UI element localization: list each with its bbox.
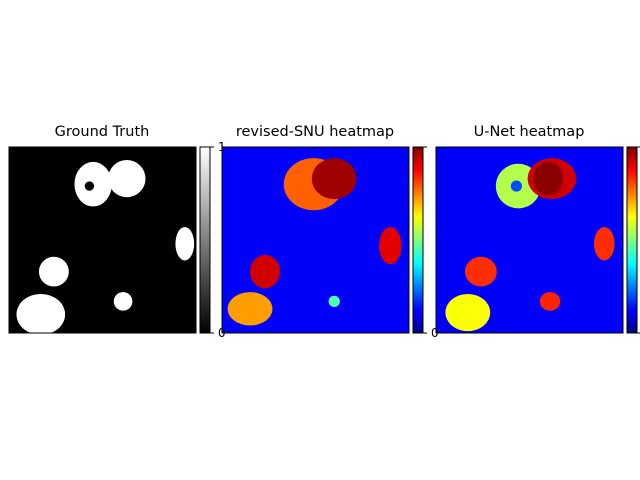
heatmap-region-hole-top-center: [84, 181, 95, 191]
heatmap-region-right-blob: [379, 226, 402, 265]
heatmap-region-left-blob: [250, 254, 280, 289]
heatmap-region-lesion-small: [113, 292, 133, 311]
heatmap-region-bottom-left-blob: [445, 293, 491, 332]
colorbar-tick-label-min: 0: [431, 326, 439, 340]
heatmap-region-lesion-right: [175, 226, 195, 261]
heatmap-region-right-blob: [594, 226, 615, 261]
panel-title-revised-snu: revised-SNU heatmap: [235, 124, 395, 140]
panel-frame-ground-truth: [8, 146, 197, 334]
heatmap-panel-revised-snu: [222, 147, 409, 333]
colorbar-ground-truth: [199, 146, 211, 334]
heatmap-panel-ground-truth: [9, 147, 196, 333]
panel-frame-revised-snu: [221, 146, 410, 334]
heatmap-region-small-blob: [539, 292, 561, 311]
panel-frame-unet: [435, 146, 624, 334]
colorbar-tick-label-max: 1: [218, 140, 226, 154]
heatmap-region-small-blob: [328, 295, 340, 307]
heatmap-region-top-center-hole: [510, 180, 523, 192]
colorbar-tick-label-min: 0: [218, 326, 226, 340]
panel-title-unet: U-Net heatmap: [473, 124, 585, 140]
heatmap-region-lesion-bottom-left: [16, 293, 66, 333]
colorbar-revised-snu: [412, 146, 424, 334]
heatmap-region-top-right-core: [311, 158, 357, 200]
panel-title-ground-truth: Ground Truth: [54, 124, 150, 140]
heatmap-region-left-blob: [464, 256, 497, 287]
heatmap-region-bottom-left-blob: [227, 292, 273, 326]
colorbar-unet: [626, 146, 638, 334]
heatmap-panel-unet: [436, 147, 623, 333]
heatmap-region-lesion-left: [38, 256, 69, 287]
heatmap-region-top-right-core: [533, 161, 564, 196]
heatmap-region-lesion-top-right: [108, 160, 146, 198]
